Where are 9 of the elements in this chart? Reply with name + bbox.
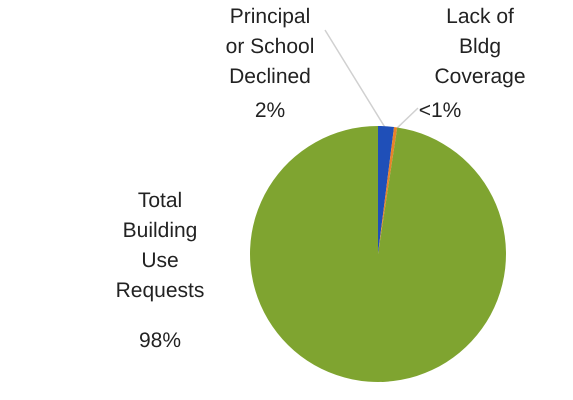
slice-label: Total Building Use Requests [116,189,204,302]
pie-slice [250,126,506,382]
data-label: 2% [254,99,286,122]
slice-label: Principal or School Declined [226,5,314,88]
slice-label: Lack of Bldg Coverage [434,5,526,88]
pie-slice [378,127,398,254]
data-label: <1% [418,99,462,122]
pie-slice [378,126,394,254]
data-label: 98% [138,329,182,352]
